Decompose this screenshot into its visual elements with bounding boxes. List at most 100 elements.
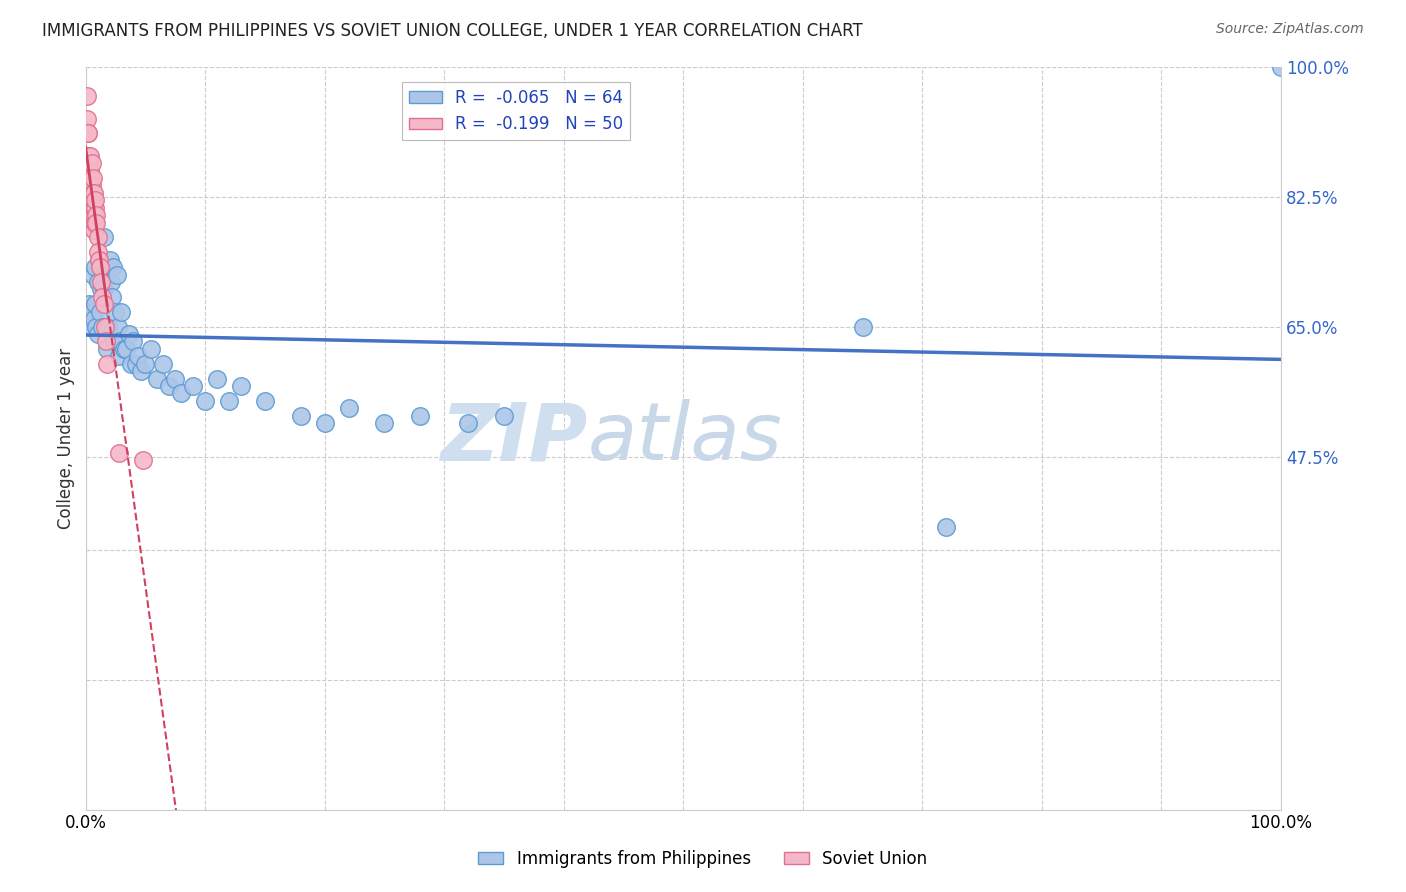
Point: [290, 409, 312, 423]
Point: [373, 416, 395, 430]
Point: [134, 357, 156, 371]
Point: [90, 275, 112, 289]
Point: [84, 297, 107, 311]
Point: [94, 334, 117, 349]
Point: [86, 208, 108, 222]
Point: [84, 260, 107, 275]
Point: [93, 260, 115, 275]
Point: [82, 194, 104, 208]
Point: [314, 416, 336, 430]
Point: [90, 283, 112, 297]
Point: [93, 297, 115, 311]
Point: [229, 379, 252, 393]
Point: [120, 357, 142, 371]
Point: [115, 342, 138, 356]
Point: [129, 364, 152, 378]
Point: [76, 89, 98, 103]
Point: [77, 156, 100, 170]
Point: [79, 163, 101, 178]
Point: [77, 127, 100, 141]
Point: [107, 319, 129, 334]
Point: [82, 194, 104, 208]
Point: [146, 371, 169, 385]
Point: [77, 163, 100, 178]
Point: [127, 349, 149, 363]
Point: [89, 305, 111, 319]
Point: [1270, 60, 1292, 74]
Point: [84, 216, 107, 230]
Point: [84, 201, 107, 215]
Point: [492, 409, 515, 423]
Point: [80, 194, 103, 208]
Point: [87, 252, 110, 267]
Point: [101, 260, 124, 275]
Point: [77, 149, 100, 163]
Point: [77, 156, 100, 170]
Point: [82, 171, 104, 186]
Point: [103, 334, 125, 349]
Point: [105, 268, 128, 282]
Point: [79, 171, 101, 186]
Point: [86, 245, 108, 260]
Point: [86, 327, 108, 342]
Point: [77, 127, 100, 141]
Point: [125, 357, 148, 371]
Point: [83, 201, 105, 215]
Point: [79, 178, 101, 193]
Point: [141, 342, 163, 356]
Point: [218, 393, 240, 408]
Point: [152, 357, 174, 371]
Point: [77, 178, 100, 193]
Point: [194, 393, 217, 408]
Point: [90, 260, 112, 275]
Point: [100, 275, 122, 289]
Point: [80, 305, 103, 319]
Point: [157, 379, 180, 393]
Point: [457, 416, 479, 430]
Point: [165, 371, 187, 385]
Point: [77, 186, 100, 200]
Point: [80, 186, 103, 200]
Point: [96, 342, 118, 356]
Point: [93, 319, 115, 334]
Point: [89, 260, 111, 275]
Point: [253, 393, 276, 408]
Point: [181, 379, 204, 393]
Point: [77, 297, 100, 311]
Point: [82, 268, 104, 282]
Point: [83, 312, 105, 326]
Point: [77, 149, 100, 163]
Point: [87, 252, 110, 267]
Point: [77, 149, 100, 163]
Point: [110, 334, 132, 349]
Point: [337, 401, 360, 416]
Point: [104, 305, 127, 319]
Point: [110, 305, 132, 319]
Legend: Immigrants from Philippines, Soviet Union: Immigrants from Philippines, Soviet Unio…: [471, 844, 935, 875]
Text: atlas: atlas: [588, 399, 782, 477]
Text: IMMIGRANTS FROM PHILIPPINES VS SOVIET UNION COLLEGE, UNDER 1 YEAR CORRELATION CH: IMMIGRANTS FROM PHILIPPINES VS SOVIET UN…: [42, 22, 863, 40]
Point: [77, 171, 100, 186]
Point: [97, 319, 120, 334]
Point: [112, 342, 135, 356]
Text: Source: ZipAtlas.com: Source: ZipAtlas.com: [1216, 22, 1364, 37]
Point: [82, 186, 104, 200]
Point: [82, 201, 104, 215]
Point: [83, 186, 105, 200]
Point: [94, 319, 117, 334]
Point: [83, 208, 105, 222]
Point: [117, 327, 139, 342]
Point: [86, 275, 108, 289]
Point: [91, 319, 114, 334]
Point: [96, 268, 118, 282]
Point: [79, 186, 101, 200]
Legend: R =  -0.065   N = 64, R =  -0.199   N = 50: R = -0.065 N = 64, R = -0.199 N = 50: [402, 82, 630, 140]
Point: [80, 178, 103, 193]
Point: [79, 149, 101, 163]
Point: [79, 319, 101, 334]
Point: [852, 319, 875, 334]
Point: [108, 349, 131, 363]
Point: [96, 357, 118, 371]
Point: [93, 283, 115, 297]
Point: [122, 334, 145, 349]
